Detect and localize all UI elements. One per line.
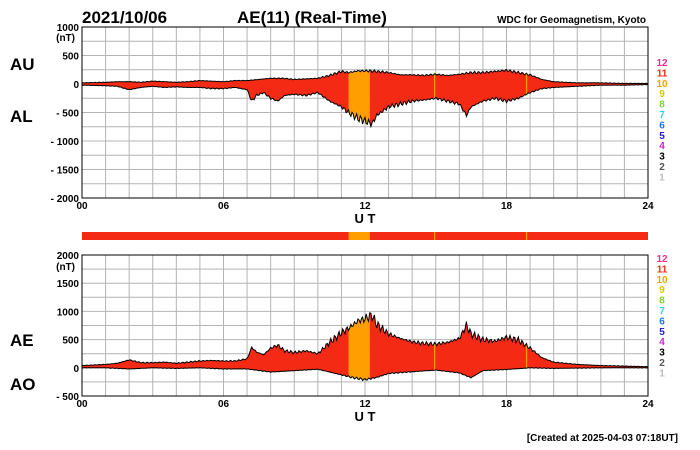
x-tick-label: 00: [76, 201, 88, 212]
legend-count-6: 6: [659, 316, 665, 327]
x-tick-label: 12: [359, 201, 371, 212]
legend-count-3: 3: [659, 348, 665, 359]
al-label: AL: [10, 107, 33, 126]
legend-count-10: 10: [656, 275, 668, 286]
legend-count-5: 5: [659, 131, 665, 142]
legend-count-11: 11: [657, 264, 668, 275]
source-credit: WDC for Geomagnetism, Kyoto: [497, 15, 646, 26]
legend-count-1: 1: [659, 368, 665, 379]
legend-count-4: 4: [659, 141, 665, 152]
x-axis-label: U T: [355, 211, 376, 226]
y-tick-label: - 1000: [51, 137, 80, 148]
y-tick-label: - 500: [56, 392, 79, 403]
plot-frame: [81, 26, 649, 199]
legend-count-12: 12: [656, 58, 668, 69]
x-tick-label: 18: [501, 399, 513, 410]
date-title: 2021/10/06: [82, 8, 167, 27]
legend-count-4: 4: [659, 337, 665, 348]
x-axis-label: U T: [355, 409, 376, 424]
y-tick-label: - 500: [56, 109, 79, 120]
station-bar-segment: [348, 232, 370, 240]
y-tick-label: 500: [62, 52, 79, 63]
series-au-line: [82, 68, 649, 85]
area-fill-10: [348, 312, 370, 381]
ao-label: AO: [10, 375, 36, 394]
x-tick-label: 06: [218, 399, 230, 410]
area-fill-11: [369, 69, 648, 127]
legend-count-7: 7: [659, 306, 665, 317]
created-timestamp: [Created at 2025-04-03 07:18UT]: [527, 433, 678, 444]
station-count-bar: [82, 232, 648, 240]
area-fill-10: [348, 69, 370, 125]
x-tick-label: 00: [76, 399, 88, 410]
y-tick-label: - 1500: [51, 166, 80, 177]
ae-ao-unit: (nT): [56, 262, 75, 273]
legend-count-2: 2: [659, 358, 665, 369]
legend-count-7: 7: [659, 110, 665, 121]
au-al-unit: (nT): [56, 33, 75, 44]
x-tick-label: 12: [359, 399, 371, 410]
legend-count-6: 6: [659, 120, 665, 131]
series-al-line: [81, 83, 649, 129]
x-tick-label: 18: [501, 201, 513, 212]
legend-count-3: 3: [659, 152, 665, 163]
y-tick-label: 1500: [57, 279, 80, 290]
legend-count-9: 9: [659, 285, 665, 296]
legend-count-9: 9: [659, 89, 665, 100]
legend-count-11: 11: [657, 68, 668, 79]
station-bar-segment: [369, 232, 648, 240]
x-tick-label: 06: [218, 201, 230, 212]
series-ae-line: [82, 312, 649, 368]
y-tick-label: 2000: [57, 251, 80, 262]
legend-count-5: 5: [659, 327, 665, 338]
y-tick-label: 1000: [57, 23, 80, 34]
y-tick-label: - 2000: [51, 194, 80, 205]
legend-count-1: 1: [659, 172, 665, 183]
series-ao-line: [81, 366, 649, 382]
y-tick-label: 0: [73, 80, 79, 91]
station-bar-segment: [82, 232, 349, 240]
area-fill-11: [82, 70, 349, 113]
legend-count-2: 2: [659, 162, 665, 173]
area-fill-11: [369, 312, 648, 380]
plot-frame: [81, 254, 649, 397]
x-tick-label: 24: [642, 399, 654, 410]
ae-label: AE: [10, 331, 34, 350]
y-tick-label: 0: [73, 364, 79, 375]
legend-count-8: 8: [659, 296, 665, 307]
legend-count-12: 12: [656, 254, 668, 265]
y-tick-label: 1000: [57, 307, 80, 318]
area-fill-11: [82, 327, 349, 377]
chart-title: AE(11) (Real-Time): [237, 8, 387, 27]
legend-count-10: 10: [656, 79, 668, 90]
y-tick-label: 500: [62, 336, 79, 347]
au-label: AU: [10, 55, 35, 74]
x-tick-label: 24: [642, 201, 654, 212]
legend-count-8: 8: [659, 100, 665, 111]
